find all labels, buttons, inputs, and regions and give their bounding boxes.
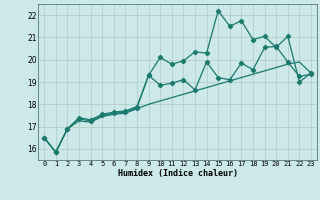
- X-axis label: Humidex (Indice chaleur): Humidex (Indice chaleur): [118, 169, 238, 178]
